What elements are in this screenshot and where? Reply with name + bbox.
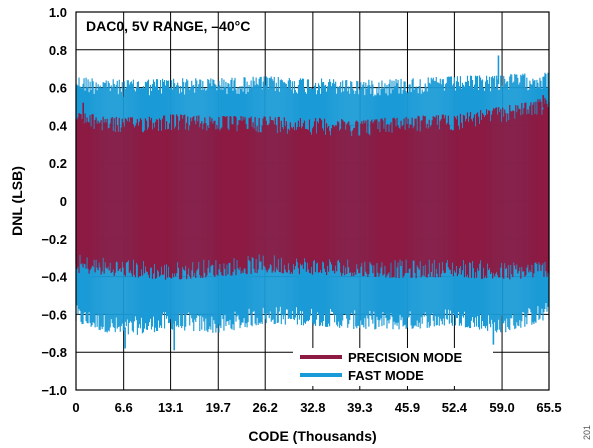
figure-id: 201	[582, 425, 592, 440]
legend-background	[293, 348, 493, 386]
x-tick-label: 32.8	[300, 400, 325, 415]
y-tick-label: −0.2	[41, 232, 67, 247]
x-tick-label: 52.4	[442, 400, 468, 415]
chart-annotation: DAC0, 5V RANGE, –40°C	[86, 18, 250, 34]
y-tick-label: 0.4	[49, 118, 68, 133]
y-tick-label: 1.0	[49, 5, 67, 20]
y-axis-title: DNL (LSB)	[9, 166, 25, 236]
y-tick-label: 0.8	[49, 43, 67, 58]
x-axis-title: CODE (Thousands)	[248, 428, 376, 444]
y-tick-label: 0.2	[49, 156, 67, 171]
x-tick-labels: 0 6.6 13.1 19.7 26.2 32.8 39.3 45.9 52.4 59.0 65.5	[72, 400, 561, 415]
x-tick-label: 19.7	[206, 400, 231, 415]
plot-frame	[75, 11, 550, 391]
y-tick-label: −1.0	[41, 383, 67, 398]
y-tick-label: −0.4	[41, 270, 67, 285]
x-tick-label: 13.1	[158, 400, 183, 415]
y-tick-label: 0	[60, 194, 67, 209]
y-tick-label: 0.6	[49, 81, 67, 96]
x-tick-label: 39.3	[347, 400, 372, 415]
legend-label-fast-mode: FAST MODE	[348, 368, 424, 383]
x-tick-label: 26.2	[253, 400, 278, 415]
y-tick-labels: −1.0 −0.8 −0.6 −0.4 −0.2 0 0.2 0.4 0.6 0.8 1.0	[41, 5, 67, 398]
y-tick-label: −0.8	[41, 345, 67, 360]
x-tick-label: 45.9	[395, 400, 420, 415]
x-tick-label: 6.6	[115, 400, 133, 415]
series-precision-mode	[75, 95, 550, 280]
x-tick-label: 65.5	[536, 400, 561, 415]
x-tick-label: 59.0	[489, 400, 514, 415]
x-tick-label: 0	[72, 400, 79, 415]
legend: PRECISION MODE FAST MODE	[300, 350, 462, 383]
legend-label-precision-mode: PRECISION MODE	[348, 350, 462, 365]
y-tick-label: −0.6	[41, 307, 67, 322]
